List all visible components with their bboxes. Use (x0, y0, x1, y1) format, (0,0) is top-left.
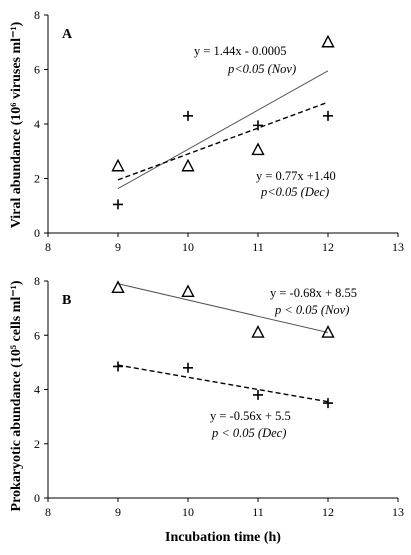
cross-marker (323, 398, 333, 409)
triangle-marker (111, 158, 125, 172)
x-tick-label: 8 (45, 240, 51, 254)
series-1-equation: y = 1.44x - 0.0005 (194, 44, 286, 58)
panel-label: A (62, 27, 73, 42)
x-tick-label: 11 (252, 240, 264, 254)
triangle-marker (181, 284, 195, 298)
cross-marker (183, 362, 193, 373)
panel-label: B (62, 293, 71, 308)
y-tick-label: 0 (34, 491, 40, 505)
y-tick-label: 4 (34, 117, 40, 131)
x-tick-label: 12 (322, 240, 334, 254)
y-tick-label: 2 (34, 437, 40, 451)
y-tick-label: 8 (34, 274, 40, 288)
y-tick-label: 6 (34, 63, 40, 77)
x-axis-label: Incubation time (h) (165, 530, 281, 545)
series-2-trendline (117, 364, 329, 403)
y-tick-label: 8 (34, 8, 40, 22)
y-tick-label: 6 (34, 328, 40, 342)
triangle-marker (321, 325, 335, 338)
series-2-equation: y = -0.56x + 5.5 (210, 409, 291, 423)
series-2-significance: p < 0.05 (Dec) (211, 426, 286, 440)
y-tick-label: 4 (34, 383, 40, 397)
x-tick-label: 12 (322, 505, 334, 519)
panel-b: B Prokaryotic abundance (10⁵ cells ml⁻¹)… (9, 274, 404, 545)
triangle-marker (251, 325, 265, 338)
x-tick-label: 10 (182, 505, 194, 519)
series-1-trendline (117, 283, 329, 334)
x-tick-label: 9 (115, 505, 121, 519)
cross-marker (183, 110, 193, 121)
series-2-equation: y = 0.77x +1.40 (256, 169, 336, 183)
x-tick-label: 13 (392, 505, 404, 519)
x-tick-label: 13 (392, 240, 404, 254)
triangle-marker (321, 34, 335, 48)
x-tick-label: 10 (182, 240, 194, 254)
triangle-marker (111, 280, 125, 293)
y-axis-label: Prokaryotic abundance (10⁵ cells ml⁻¹) (9, 280, 24, 511)
cross-marker (113, 199, 123, 210)
series-1-equation: y = -0.68x + 8.55 (270, 286, 357, 300)
y-axis-label: Viral abundance (10⁶ viruses ml⁻¹) (9, 21, 24, 228)
cross-marker (113, 361, 123, 372)
x-tick-label: 8 (45, 505, 51, 519)
x-tick-label: 9 (115, 240, 121, 254)
series-1-significance: p < 0.05 (Nov) (274, 303, 349, 317)
series-2-significance: p<0.05 (Dec) (260, 185, 329, 199)
series-1-significance: p<0.05 (Nov) (227, 62, 296, 76)
y-tick-label: 0 (34, 226, 40, 240)
y-tick-label: 2 (34, 172, 40, 186)
triangle-marker (181, 158, 195, 172)
series-2-trendline (117, 101, 329, 181)
cross-marker (323, 110, 333, 121)
cross-marker (253, 120, 263, 131)
series-1-trendline (117, 70, 329, 190)
cross-marker (253, 389, 263, 400)
x-tick-label: 11 (252, 505, 264, 519)
panel-a: A Viral abundance (10⁶ viruses ml⁻¹) y =… (9, 8, 404, 254)
triangle-marker (251, 142, 265, 156)
